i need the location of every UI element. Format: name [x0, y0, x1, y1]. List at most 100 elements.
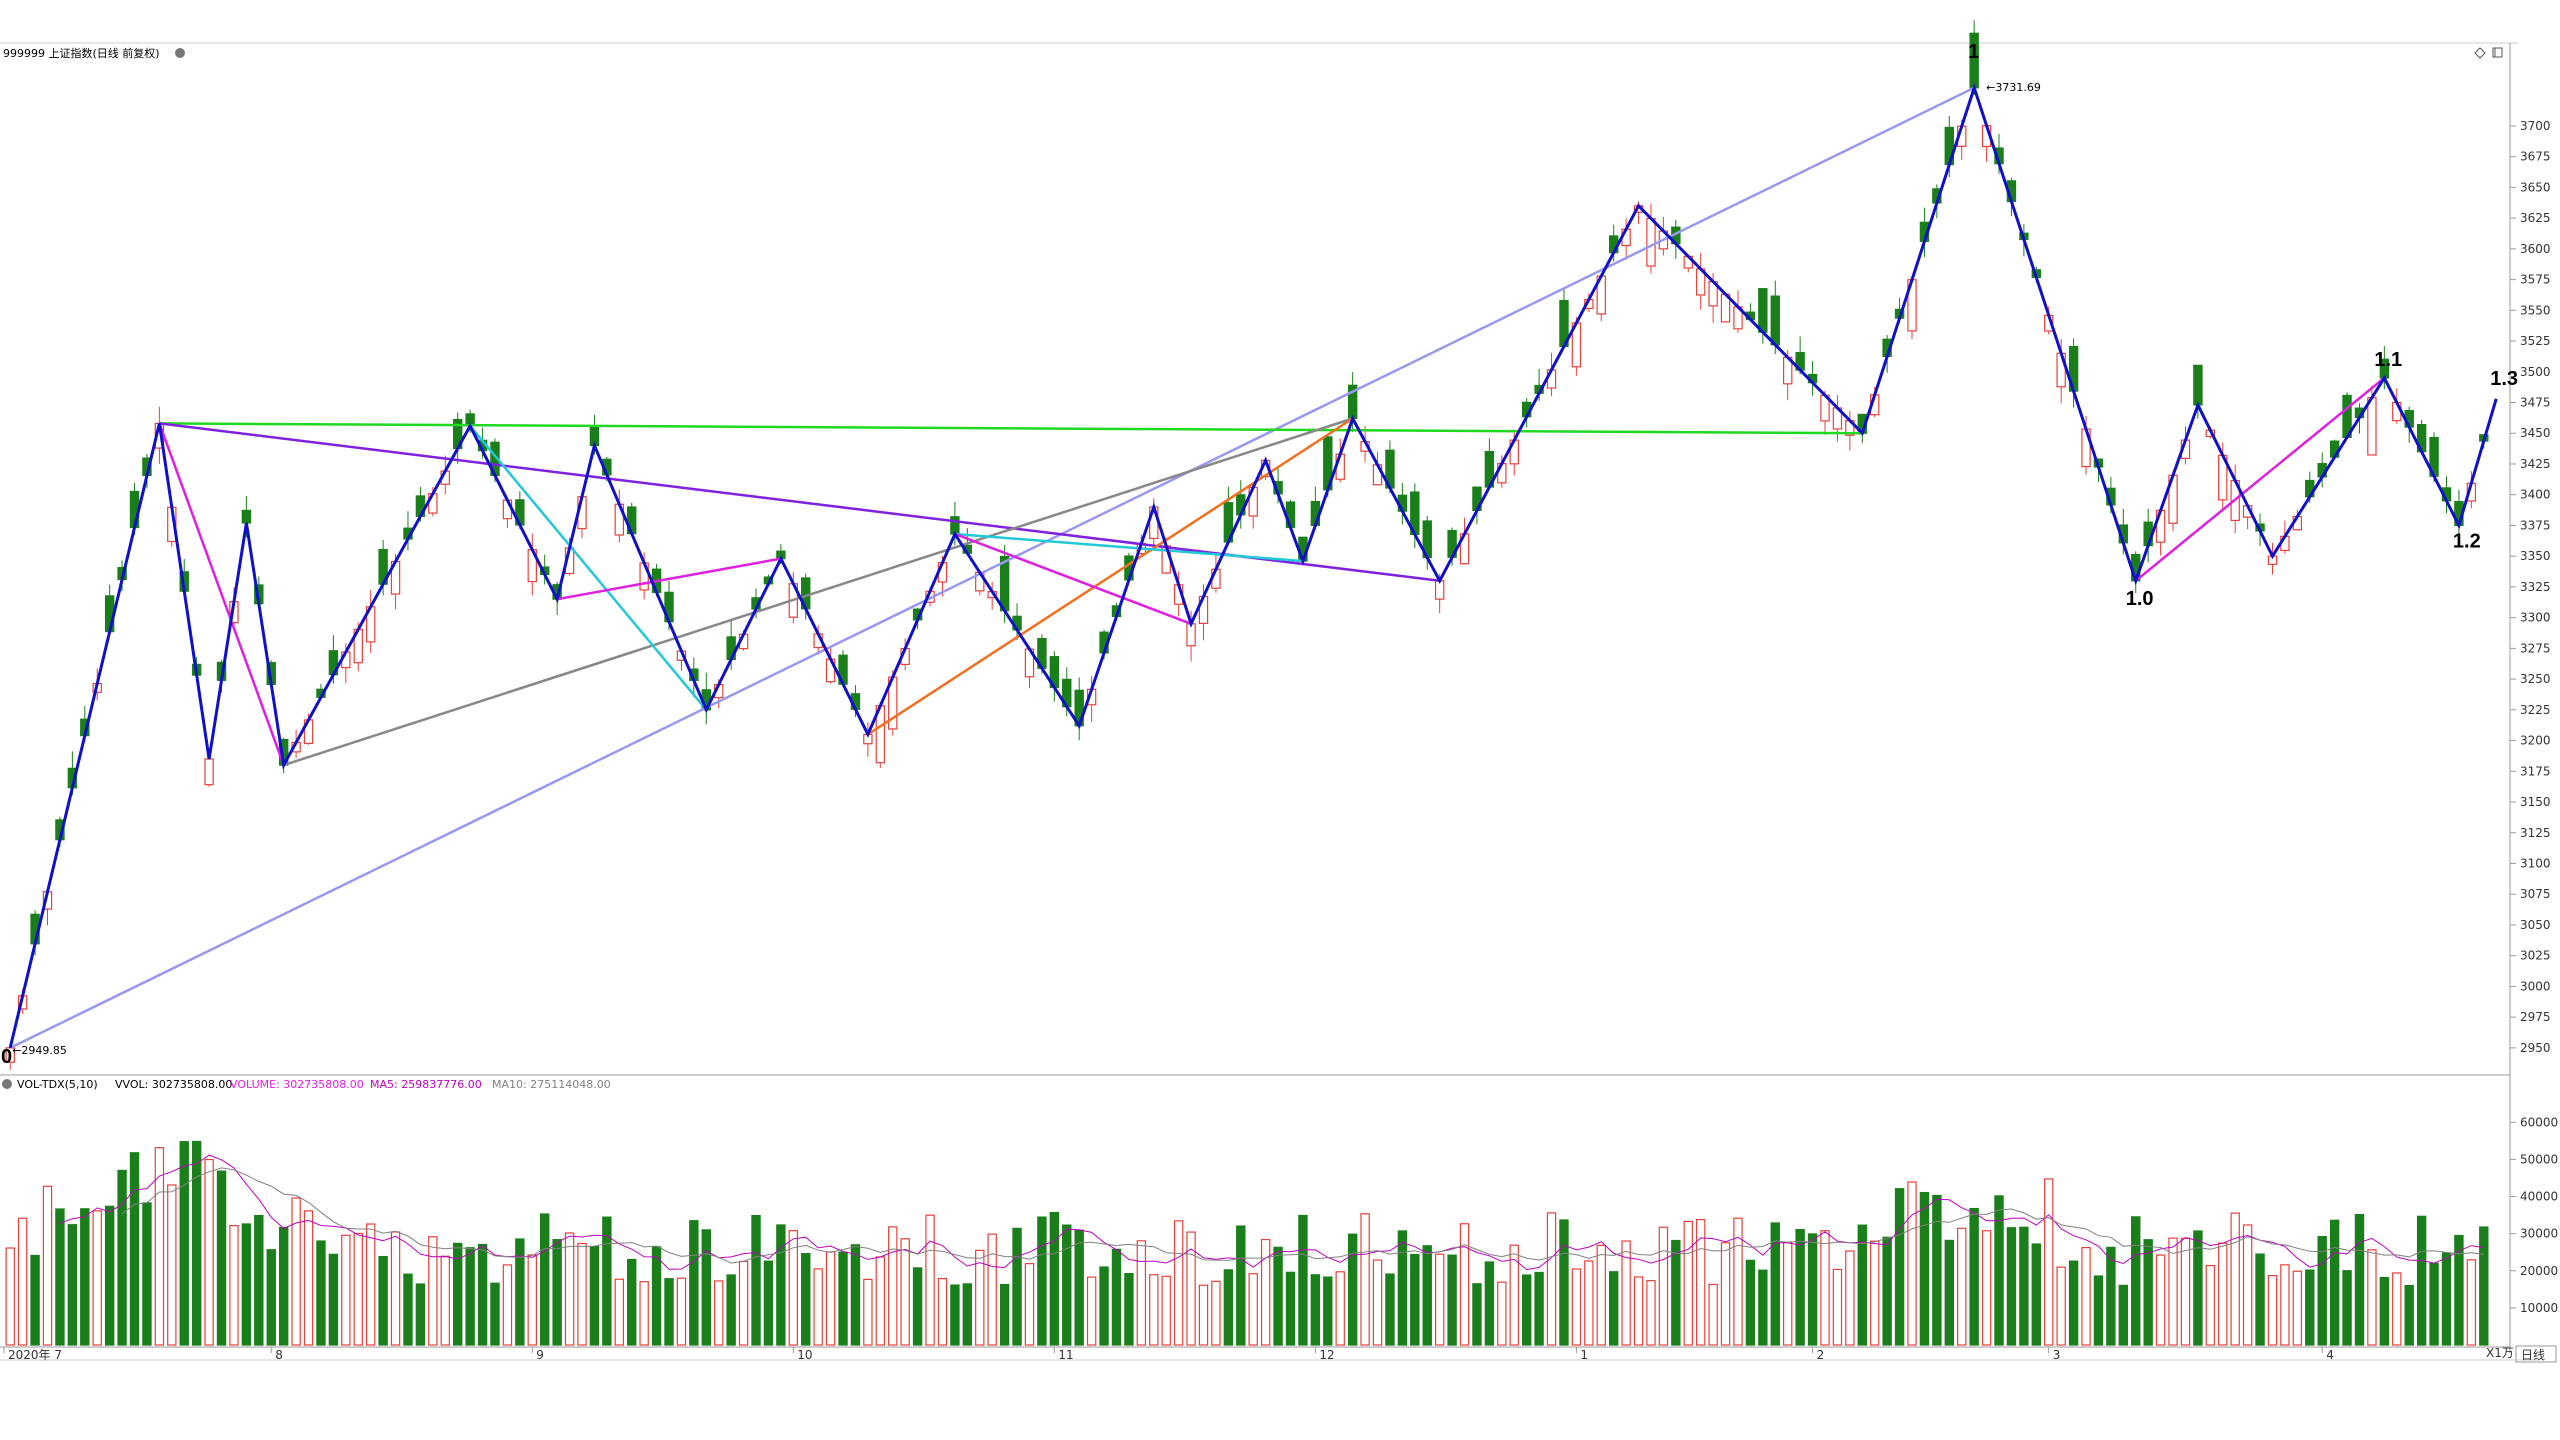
resistance-line-green — [159, 422, 1863, 435]
volume-bar — [1323, 1276, 1333, 1346]
volume-bar — [1807, 1233, 1818, 1346]
vol-ma10: MA10: 275114048.00 — [492, 1078, 611, 1091]
volume-bar — [1708, 1283, 1718, 1346]
date-axis: 2020年 7 8 9 10 11 12 1 2 3 4 — [3, 1347, 2334, 1362]
volume-bar — [1161, 1275, 1171, 1346]
volume-bar — [2416, 1215, 2427, 1346]
volume-bar — [1310, 1274, 1321, 1346]
settings-icon[interactable] — [175, 48, 185, 58]
volume-bar — [1472, 1283, 1482, 1346]
volume-bar — [191, 1140, 202, 1346]
price-tick-label: 3300 — [2520, 611, 2551, 625]
volume-bar — [2392, 1272, 2402, 1346]
price-tick-label: 3000 — [2520, 979, 2551, 993]
period-label[interactable]: 日线 — [2521, 1348, 2545, 1362]
volume-bar — [1347, 1233, 1358, 1346]
volume-bar — [42, 1185, 53, 1346]
diamond-icon[interactable] — [2474, 47, 2486, 59]
volume-bar — [1894, 1188, 1905, 1346]
volume-bar — [2006, 1227, 2017, 1346]
price-tick-label: 2975 — [2520, 1010, 2551, 1024]
low-value-label: ←2949.85 — [12, 1044, 67, 1057]
volume-bar — [1360, 1213, 1370, 1346]
volume-bar — [1422, 1245, 1432, 1346]
vol-tick-label: 20000 — [2520, 1264, 2558, 1278]
elliott-wave-main — [8, 82, 2498, 1049]
wave-line-magenta-2 — [556, 557, 782, 601]
vol-tick-label: 60000 — [2520, 1115, 2558, 1129]
price-tick-label: 3375 — [2520, 518, 2551, 532]
volume-bar — [1571, 1268, 1582, 1346]
volume-bar — [1770, 1222, 1780, 1346]
wave-labels: 0 1 1.0 1.1 1.2 1.3 ←3731.69 ←2949.85 — [1, 41, 2518, 1068]
vol-ma5: MA5: 259837776.00 — [370, 1078, 482, 1091]
volume-bar — [2441, 1252, 2452, 1346]
volume-bar — [937, 1278, 948, 1346]
volume-bar — [2081, 1247, 2091, 1346]
vol-settings-icon[interactable] — [2, 1079, 12, 1089]
volume-bar — [1646, 1280, 1656, 1346]
volume-bar — [1248, 1273, 1258, 1346]
price-tick-label: 2950 — [2520, 1041, 2551, 1055]
volume-bar — [1758, 1269, 1768, 1346]
volume-ma-lines — [59, 1154, 2484, 1271]
candle-body — [2367, 397, 2377, 456]
volume-bar — [863, 1278, 873, 1346]
volume-bar — [2267, 1274, 2278, 1346]
trend-line-gray — [283, 417, 1354, 767]
volume-bar — [1385, 1273, 1395, 1346]
period-box[interactable] — [2515, 1345, 2557, 1363]
candle-body — [1646, 217, 1656, 267]
volume-bar — [1857, 1224, 1867, 1346]
volume-bar — [2205, 1264, 2216, 1346]
volume-bar — [1957, 1227, 1967, 1346]
volume-bar — [1260, 1238, 1271, 1346]
volume-bar — [1671, 1239, 1681, 1346]
volume-bar — [129, 1152, 140, 1346]
volume-bar — [651, 1246, 662, 1346]
price-tick-label: 3325 — [2520, 580, 2551, 594]
price-tick-label: 3125 — [2520, 826, 2551, 840]
volume-bar — [1136, 1240, 1147, 1346]
wave-label-1-2: 1.2 — [2453, 530, 2481, 552]
month-tick-label: 4 — [2326, 1348, 2334, 1362]
candle-body — [204, 758, 214, 786]
volume-bar — [2466, 1259, 2477, 1346]
volume-bar — [2143, 1239, 2153, 1346]
window-restore-icon[interactable] — [2492, 47, 2503, 58]
volume-bar — [1795, 1228, 1805, 1346]
volume-bar — [1509, 1244, 1519, 1346]
volume-bar — [1621, 1240, 1631, 1346]
volume-bar — [2305, 1269, 2315, 1346]
volume-series — [5, 1140, 2489, 1346]
volume-bar — [1273, 1246, 1283, 1346]
volume-bar — [1546, 1212, 1557, 1346]
volume-bar — [850, 1244, 861, 1346]
volume-bar — [975, 1249, 985, 1346]
price-tick-label: 3575 — [2520, 273, 2551, 287]
volume-bar — [428, 1236, 438, 1346]
volume-bar — [117, 1169, 127, 1346]
price-tick-label: 3075 — [2520, 887, 2551, 901]
volume-axis: 10000 20000 30000 40000 50000 60000 — [2510, 1115, 2558, 1315]
volume-bar — [415, 1283, 426, 1346]
wave-label-1-3: 1.3 — [2490, 368, 2518, 390]
candle-body — [241, 509, 252, 524]
volume-bar — [1086, 1276, 1097, 1346]
volume-bar — [1223, 1269, 1234, 1346]
volume-bar — [390, 1231, 401, 1346]
volume-bar — [1994, 1195, 2004, 1346]
vol-indicator: VOL-TDX(5,10) — [17, 1078, 98, 1091]
volume-bar — [1521, 1274, 1532, 1346]
volume-bar — [962, 1283, 973, 1346]
volume-bar — [2404, 1284, 2414, 1346]
volume-bar — [241, 1223, 252, 1346]
volume-bar — [2155, 1254, 2166, 1346]
volume-bar — [1596, 1244, 1606, 1346]
month-tick-label: 10 — [797, 1348, 812, 1362]
price-tick-label: 3175 — [2520, 764, 2551, 778]
vol-vvol: VVOL: 302735808.00 — [115, 1078, 232, 1091]
month-tick-label: 2 — [1817, 1348, 1825, 1362]
vol-volume: VOLUME: 302735808.00 — [230, 1078, 364, 1091]
candle-body — [999, 555, 1010, 612]
